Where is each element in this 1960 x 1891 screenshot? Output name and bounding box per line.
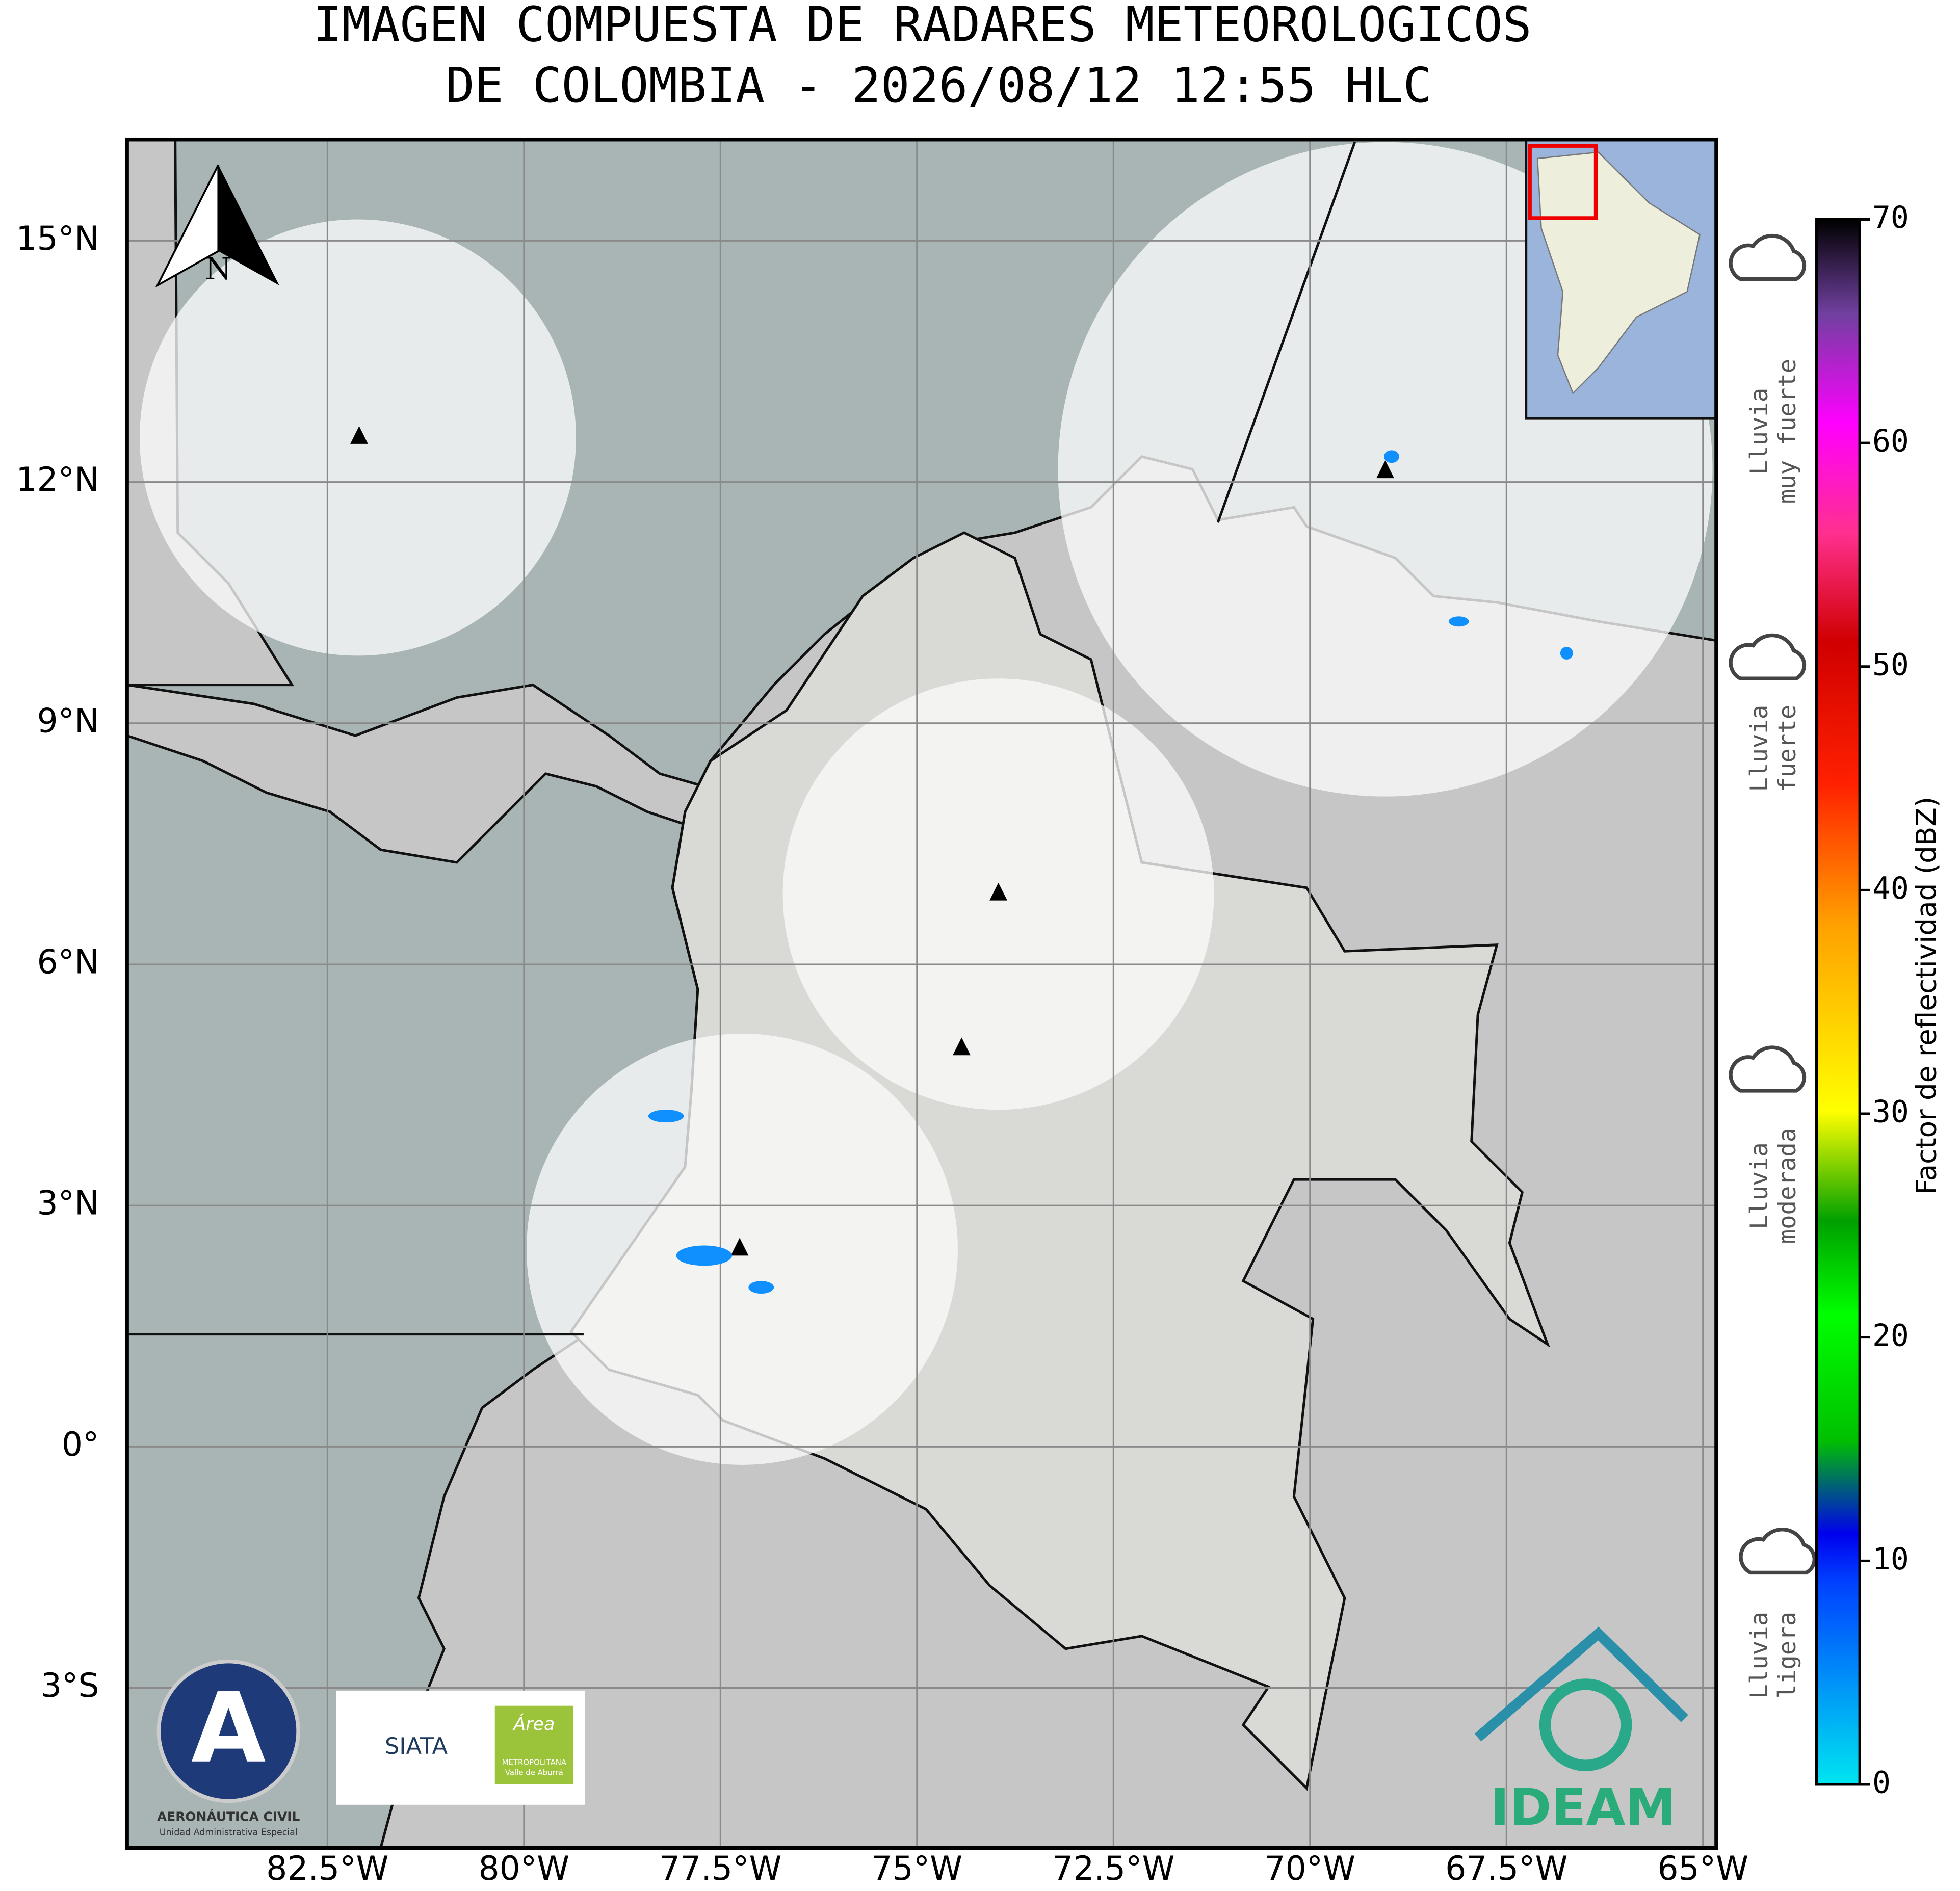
border	[1216, 141, 1356, 523]
x-tick-label: 65°W	[1657, 1850, 1748, 1888]
y-tick-label: 3°S	[41, 1667, 99, 1705]
ideam-logo	[1474, 1626, 1688, 1742]
y-tick-label: 15°N	[16, 220, 99, 258]
radar-site	[1376, 460, 1394, 479]
logo-text: AERONÁUTICA CIVIL	[157, 1809, 300, 1824]
colorbar-tick-label: 10	[1872, 1542, 1909, 1577]
x-tick-label: 67.5°W	[1445, 1850, 1567, 1888]
axis-labels: 82.5°W 80°W 77.5°W 75°W 72.5°W 70°W 67.5°W 65°W…	[16, 220, 1748, 1888]
colorbar-tick-label: 70	[1872, 200, 1909, 235]
logo-text: SIATA	[385, 1732, 448, 1759]
x-tick-label: 80°W	[479, 1850, 570, 1888]
rain-label: Lluvia	[1745, 1612, 1773, 1699]
map-body: N A AERONÁUTICA CIVIL Unidad Administrat…	[127, 139, 1716, 1848]
logo-text: IDEAM	[1491, 1779, 1676, 1837]
rain-label: Lluvia	[1745, 1142, 1773, 1229]
colorbar-tick-label: 0	[1872, 1766, 1891, 1801]
x-tick-label: 77.5°W	[659, 1850, 781, 1888]
radar-site	[730, 1238, 749, 1256]
logo-text: METROPOLITANA	[502, 1758, 567, 1767]
weather-icons	[1729, 233, 1817, 1575]
y-tick-label: 12°N	[16, 461, 99, 499]
x-tick-label: 75°W	[871, 1850, 962, 1888]
rain-label: moderada	[1773, 1128, 1801, 1244]
inset-box	[1528, 144, 1598, 220]
y-tick-label: 0°	[62, 1426, 99, 1464]
x-tick-label: 72.5°W	[1052, 1850, 1174, 1888]
radar-site	[989, 882, 1007, 901]
rain-label: Lluvia	[1745, 388, 1773, 475]
colorbar-tick-label: 60	[1872, 424, 1909, 459]
echoes	[648, 450, 1573, 1294]
colorbar	[1815, 218, 1861, 1786]
central-america	[127, 684, 706, 864]
radar-site	[953, 1037, 971, 1056]
radar-sites	[350, 426, 1394, 1256]
y-tick-label: 9°N	[37, 702, 99, 740]
rain-label: fuerte	[1773, 705, 1801, 792]
x-tick-label: 70°W	[1264, 1850, 1355, 1888]
title-line: DE COLOMBIA - 2026/08/12 12:55 HLC	[446, 58, 1432, 114]
logo-text: Unidad Administrativa Especial	[160, 1828, 298, 1838]
logo-text: Valle de Aburrá	[505, 1768, 563, 1777]
logo-text: Área	[512, 1713, 555, 1735]
title-line: IMAGEN COMPUESTA DE RADARES METEOROLOGIC…	[313, 0, 1532, 53]
ideam-logo	[1539, 1678, 1632, 1771]
rain-label: muy fuerte	[1773, 359, 1801, 504]
area-logo	[494, 1705, 574, 1784]
inset-land	[1536, 151, 1701, 395]
map-frame	[125, 137, 1718, 1850]
y-tick-label: 6°N	[37, 943, 99, 982]
colorbar-ticks: 0 10 20 30 40 50 60 70	[1860, 200, 1909, 1801]
y-tick-label: 3°N	[37, 1185, 99, 1223]
grid	[127, 139, 1716, 1848]
rain-label: Lluvia	[1745, 705, 1773, 792]
radar-site	[350, 426, 368, 444]
colorbar-tick-label: 20	[1872, 1318, 1909, 1353]
colorbar-tick-label: 40	[1872, 871, 1909, 906]
aerocivil-mark: A	[191, 1672, 266, 1784]
rain-label: ligera	[1773, 1612, 1801, 1699]
colorbar-label: Factor de reflectividad (dBZ)	[1910, 797, 1943, 1195]
north-label: N	[205, 252, 231, 287]
x-tick-label: 82.5°W	[266, 1850, 388, 1888]
colorbar-tick-label: 30	[1872, 1095, 1909, 1130]
colorbar-tick-label: 50	[1872, 647, 1909, 682]
aerocivil-logo	[156, 1659, 300, 1803]
